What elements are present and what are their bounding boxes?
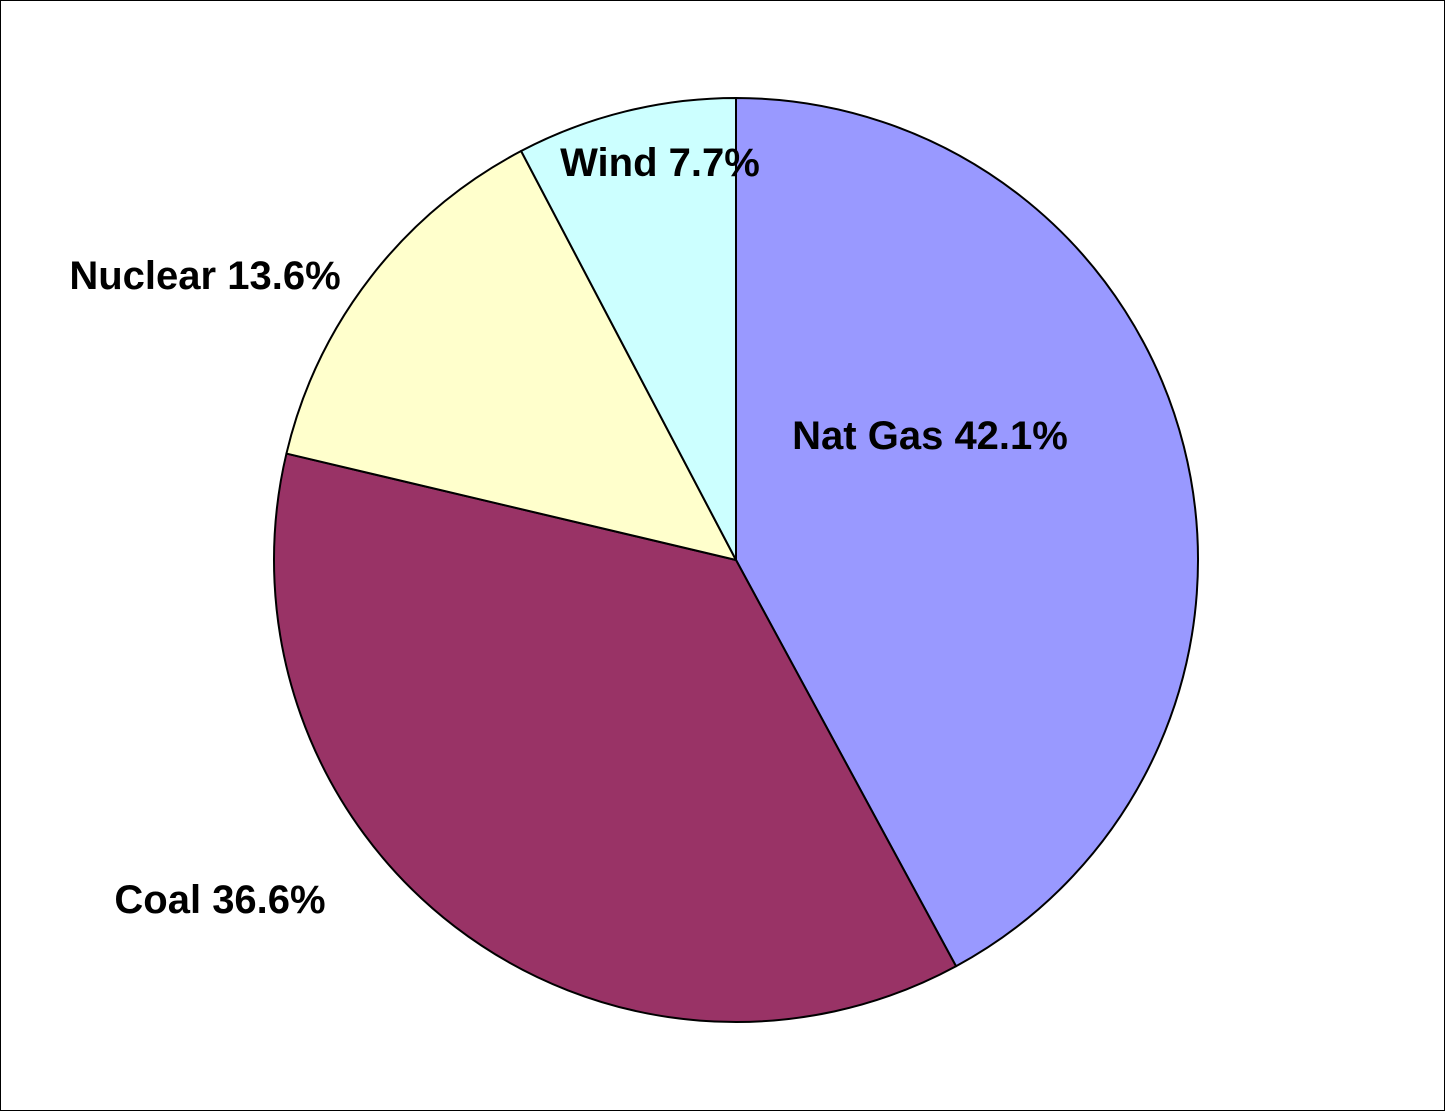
- pie-slice: [273, 452, 958, 1023]
- pie: [273, 97, 1199, 1023]
- value-label: 36.6%: [212, 878, 325, 922]
- data-label: Wind 7.7%: [560, 141, 760, 185]
- data-label: Coal 36.6%: [114, 878, 325, 922]
- data-label: Nat Gas 42.1%: [792, 414, 1068, 458]
- pie-slice: [735, 97, 1199, 968]
- category-label: Wind: [560, 141, 657, 185]
- data-labels: Nat Gas 42.1% Coal 36.6% Nuclear 13.6% Wind…: [69, 141, 1068, 922]
- pie-slice: [520, 97, 737, 561]
- category-label: Nuclear: [69, 254, 216, 298]
- value-label: 42.1%: [954, 414, 1067, 458]
- data-label: Nuclear 13.6%: [69, 254, 340, 298]
- pie-slice: [285, 150, 737, 561]
- value-label: 7.7%: [669, 141, 760, 185]
- category-label: Coal: [114, 878, 201, 922]
- category-label: Nat Gas: [792, 414, 943, 458]
- value-label: 13.6%: [227, 254, 340, 298]
